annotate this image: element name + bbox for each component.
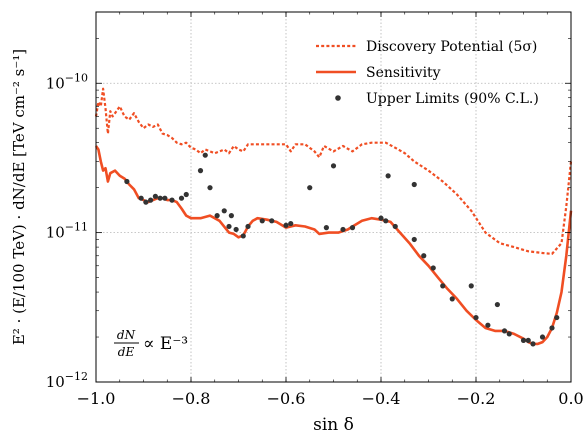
y-tick-label: 10−12 — [46, 370, 88, 391]
upper-limit-point — [138, 195, 144, 201]
upper-limit-point — [473, 314, 479, 321]
y-tick-label: 10−11 — [46, 221, 88, 242]
upper-limit-point — [340, 226, 346, 233]
upper-limit-point — [183, 191, 189, 198]
upper-limit-point — [494, 301, 500, 308]
upper-limit-point — [449, 296, 455, 302]
upper-limit-point — [259, 218, 265, 224]
x-tick-label: −0.2 — [457, 389, 496, 408]
upper-limit-point — [226, 223, 232, 230]
upper-limit-point — [506, 331, 512, 337]
upper-limit-point — [530, 341, 536, 347]
x-tick-label: −1.0 — [77, 389, 116, 408]
upper-limit-point — [245, 223, 251, 230]
upper-limit-point — [169, 197, 175, 203]
y-tick-label: 10−10 — [46, 71, 88, 92]
upper-limit-point — [143, 199, 149, 205]
legend-label: Upper Limits (90% C.L.) — [366, 91, 539, 107]
upper-limit-point — [323, 225, 329, 231]
annotation: dN dE ∝ E⁻³ — [114, 328, 188, 359]
y-axis-label: E² · (E/100 TeV) · dN/dE [TeV cm⁻² s⁻¹] — [10, 49, 28, 345]
upper-limit-point — [383, 218, 389, 224]
upper-limit-point — [468, 283, 474, 289]
upper-limit-point — [349, 225, 356, 231]
grid — [96, 12, 571, 382]
upper-limit-point — [392, 223, 398, 230]
upper-limit-point — [440, 283, 446, 289]
upper-limit-point — [240, 233, 246, 239]
upper-limit-point — [430, 265, 436, 271]
x-tick-label: 0.0 — [558, 389, 583, 408]
legend-entry-discovery-potential: Discovery Potential (5σ) — [316, 39, 537, 55]
upper-limit-point — [485, 322, 491, 328]
upper-limit-point — [520, 337, 527, 343]
upper-limit-point — [385, 173, 391, 179]
upper-limit-point — [525, 337, 531, 343]
legend-label: Sensitivity — [366, 65, 441, 81]
ticks: −1.0 −0.8 −0.6 −0.4 −0.2 0.0 10−12 10−11 10−10 — [46, 12, 584, 408]
annotation-fraction-denominator: dE — [118, 345, 135, 359]
upper-limit-point — [411, 236, 417, 243]
upper-limit-point — [152, 193, 158, 199]
upper-limit-point — [283, 222, 289, 228]
upper-limit-point — [214, 213, 220, 219]
upper-limit-point — [228, 213, 234, 219]
series-layer — [94, 87, 573, 347]
upper-limit-point — [148, 197, 154, 203]
x-tick-label: −0.6 — [267, 389, 306, 408]
x-tick-label: −0.8 — [172, 389, 211, 408]
upper-limit-point — [288, 220, 294, 227]
plot-frame — [95, 11, 572, 383]
upper-limit-point — [157, 195, 163, 201]
legend-entry-sensitivity: Sensitivity — [316, 65, 441, 81]
upper-limit-point — [421, 253, 427, 259]
upper-limit-point — [233, 226, 239, 233]
upper-limit-point — [178, 195, 185, 201]
x-tick-label: −0.4 — [362, 389, 401, 408]
discovery-potential-line — [94, 87, 573, 255]
upper-limit-point — [207, 185, 213, 191]
x-axis-label: sin δ — [313, 415, 354, 435]
upper-limit-point — [307, 185, 313, 191]
upper-limit-point — [330, 163, 337, 169]
upper-limit-point — [378, 215, 384, 221]
upper-limit-point — [411, 181, 417, 188]
upper-limit-point — [124, 178, 130, 185]
upper-limit-point — [221, 208, 227, 214]
annotation-fraction-numerator: dN — [117, 328, 136, 342]
upper-limit-point — [269, 218, 275, 224]
legend-label: Discovery Potential (5σ) — [366, 39, 537, 55]
annotation-spectrum: ∝ E⁻³ — [143, 334, 188, 354]
upper-limit-point — [202, 152, 208, 158]
legend-marker — [335, 95, 341, 101]
upper-limit-point — [554, 314, 560, 321]
upper-limit-point — [162, 195, 168, 201]
legend: Discovery Potential (5σ) Sensitivity Upper… — [316, 39, 539, 107]
upper-limit-point — [539, 334, 546, 340]
upper-limit-point — [549, 325, 555, 331]
upper-limit-point — [501, 328, 508, 334]
legend-entry-upper-limits: Upper Limits (90% C.L.) — [335, 91, 539, 107]
sensitivity-line — [94, 145, 573, 346]
upper-limit-point — [197, 168, 204, 174]
